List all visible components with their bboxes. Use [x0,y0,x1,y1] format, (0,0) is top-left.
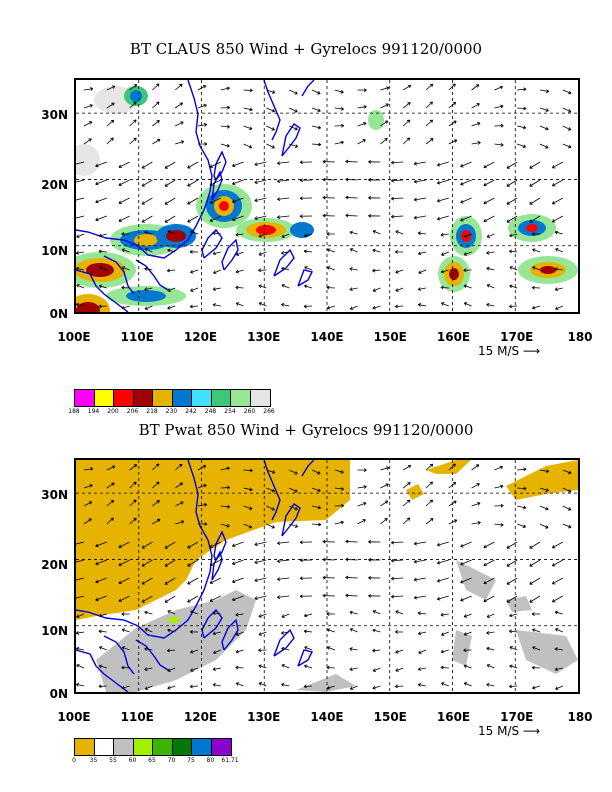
panel-1-lat-30n: 30N [41,108,68,122]
legend-tick-label: 206 [126,408,139,415]
panel-1-reference-label: 15 M/S [478,344,520,358]
coastline-layer [76,460,315,692]
panel-1-reference-arrow-icon: ⟶ [522,344,541,358]
legend-swatch [250,390,270,406]
panel-1-lon-label: 110E [120,330,154,344]
panel-1-lon-label: 130E [247,330,281,344]
panel-2-lon-label: 100E [57,710,91,724]
legend-swatch [133,390,153,406]
panel-1-lat-0n: 0N [49,307,68,321]
panel-2-lat-20n: 20N [41,558,68,572]
panel-1-lon-label: 150E [373,330,407,344]
legend-swatch [172,739,192,755]
panel-2-map-canvas [76,460,578,692]
panel-1-lat-10n: 10N [41,244,68,258]
legend-tick-label: 75 [187,757,195,764]
legend-tick-label: 61.71 [221,757,239,764]
legend-swatch [192,739,212,755]
legend-swatch [192,390,212,406]
panel-2-reference-vector: 15 M/S ⟶ [478,724,540,738]
legend-swatch [211,390,231,406]
panel-2-lon-label: 160E [436,710,471,724]
panel-2-lon-label: 150E [373,710,407,724]
panel-2-lat-30n: 30N [41,488,68,502]
legend-swatch [75,739,95,755]
panel-1-lat-20n: 20N [41,178,68,192]
panel-1-title: BT CLAUS 850 Wind + Gyrelocs 991120/0000 [129,40,483,58]
legend-swatch [94,390,114,406]
panel-2-lat-0n: 0N [49,687,68,701]
panel-2-lon-label: 130E [247,710,281,724]
legend-swatch [94,739,114,755]
legend-swatch [133,739,153,755]
legend-tick-label: 35 [89,757,98,764]
legend-swatch [114,739,134,755]
legend-tick-label: 266 [263,408,275,415]
legend-tick-label: 218 [146,408,158,415]
legend-tick-label: 188 [68,408,80,415]
legend-tick-label: 260 [243,408,256,415]
panel-1-lon-label: 140E [310,330,344,344]
legend-swatch [231,390,251,406]
panel-1-lon-label: 100E [57,330,91,344]
legend-tick-label: 70 [167,757,176,764]
legend-tick-label: 60 [128,757,137,764]
panel-2-lon-label: 140E [310,710,344,724]
legend-swatch [75,390,95,406]
panel-2-legend [74,738,232,756]
legend-tick-label: 230 [165,408,178,415]
panel-2-lat-10n: 10N [41,624,68,638]
panel-1-lon-label: 180 [567,330,593,344]
panel-1-legend [74,389,271,407]
panel-2-lon-label: 180 [567,710,593,724]
panel-2-lon-label: 170E [500,710,534,724]
panel-2-reference-label: 15 M/S [478,724,520,738]
panel-1-map [74,78,580,314]
legend-tick-label: 242 [185,408,197,415]
panel-2-legend-ticks: 0 35 55 60 65 70 75 80 61.71 [72,757,254,765]
legend-tick-label: 55 [109,757,117,764]
legend-swatch [172,390,192,406]
gridlines [76,80,578,312]
gridlines [76,460,578,692]
legend-tick-label: 200 [107,408,119,415]
panel-1-legend-ticks: 188 194 200 206 218 230 242 248 254 260 266 [68,408,274,416]
panel-1-lon-label: 170E [500,330,534,344]
legend-tick-label: 194 [87,408,100,415]
panel-2-lon-label: 120E [183,710,218,724]
legend-tick-label: 0 [72,757,76,764]
panel-2-map [74,458,580,694]
panel-2-lon-label: 110E [120,710,154,724]
legend-tick-label: 254 [224,408,236,415]
legend-tick-label: 248 [204,408,217,415]
legend-swatch [114,390,134,406]
panel-2-title: BT Pwat 850 Wind + Gyrelocs 991120/0000 [138,421,474,439]
panel-1-reference-vector: 15 M/S ⟶ [478,344,540,358]
legend-swatch [153,390,173,406]
panel-2-reference-arrow-icon: ⟶ [522,724,541,738]
panel-1-lon-label: 160E [436,330,471,344]
legend-tick-label: 65 [148,757,156,764]
shading-layer [76,86,578,312]
wind-vector-field [76,83,572,310]
legend-swatch [153,739,173,755]
legend-tick-label: 80 [206,757,215,764]
wind-vector-field [76,463,572,690]
panel-1-lon-label: 120E [183,330,218,344]
panel-1-map-canvas [76,80,578,312]
legend-swatch [211,739,231,755]
